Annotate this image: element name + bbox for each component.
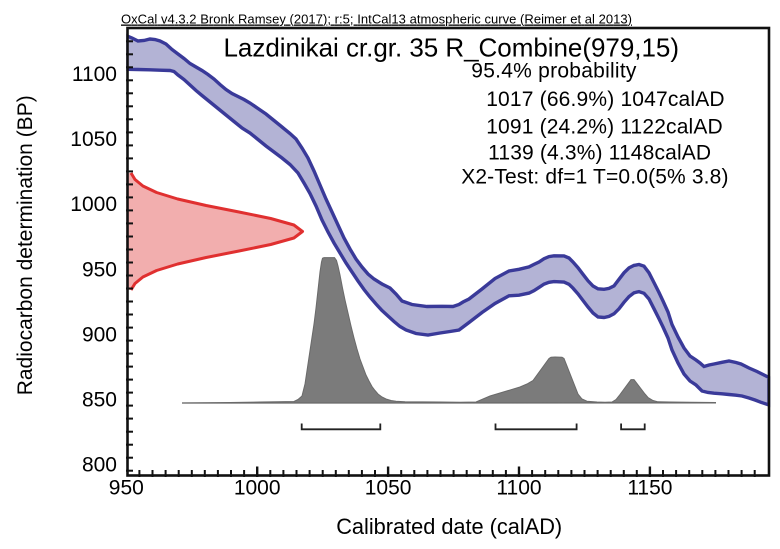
svg-text:1091 (24.2%) 1122calAD: 1091 (24.2%) 1122calAD bbox=[486, 116, 723, 139]
svg-text:950: 950 bbox=[109, 477, 144, 500]
svg-text:950: 950 bbox=[82, 258, 117, 281]
svg-text:1000: 1000 bbox=[70, 193, 117, 216]
svg-text:1017 (66.9%) 1047calAD: 1017 (66.9%) 1047calAD bbox=[486, 88, 724, 111]
svg-text:X2-Test: df=1 T=0.0(5% 3.8): X2-Test: df=1 T=0.0(5% 3.8) bbox=[461, 166, 728, 189]
svg-text:1050: 1050 bbox=[70, 128, 117, 151]
svg-text:Calibrated date (calAD): Calibrated date (calAD) bbox=[336, 514, 562, 539]
svg-text:1000: 1000 bbox=[234, 477, 281, 500]
svg-text:1100: 1100 bbox=[496, 477, 541, 500]
svg-text:95.4% probability: 95.4% probability bbox=[471, 59, 637, 82]
svg-text:1139 (4.3%) 1148calAD: 1139 (4.3%) 1148calAD bbox=[488, 142, 711, 165]
svg-text:Radiocarbon determination (BP): Radiocarbon determination (BP) bbox=[14, 95, 37, 395]
svg-text:900: 900 bbox=[82, 323, 117, 346]
svg-text:Lazdinikai cr.gr. 35 R_Combine: Lazdinikai cr.gr. 35 R_Combine(979,15) bbox=[224, 33, 680, 63]
svg-text:850: 850 bbox=[82, 388, 117, 411]
svg-text:1050: 1050 bbox=[365, 477, 412, 500]
svg-text:800: 800 bbox=[82, 454, 117, 477]
svg-text:OxCal v4.3.2 Bronk Ramsey (201: OxCal v4.3.2 Bronk Ramsey (2017); r:5; I… bbox=[121, 12, 632, 27]
svg-text:1150: 1150 bbox=[627, 477, 672, 500]
svg-text:1100: 1100 bbox=[72, 63, 117, 86]
